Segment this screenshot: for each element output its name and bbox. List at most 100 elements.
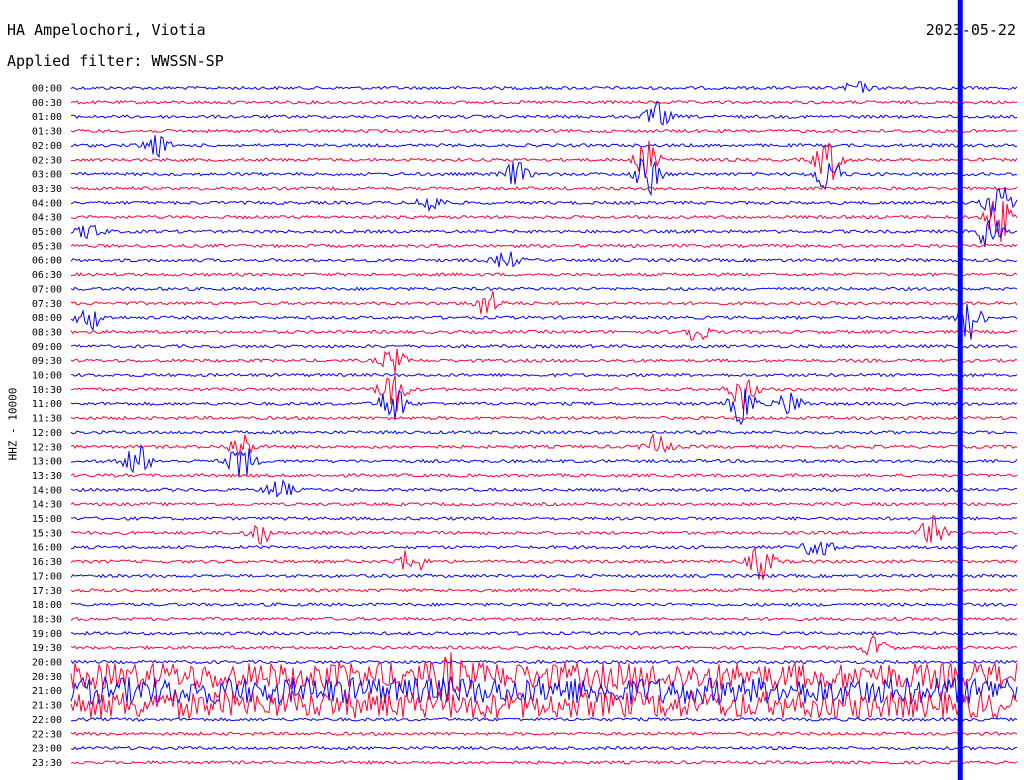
trace-line	[70, 731, 1018, 737]
trace-group	[70, 81, 1018, 765]
trace-line	[70, 432, 1018, 458]
tick-label: 12:00	[32, 428, 62, 439]
trace-line	[70, 616, 1018, 622]
tick-label: 05:00	[32, 227, 62, 238]
tick-label: 22:30	[32, 729, 62, 740]
tick-label: 15:00	[32, 514, 62, 525]
trace-line	[70, 81, 1018, 93]
tick-label: 20:00	[32, 658, 62, 669]
tick-label: 20:30	[32, 672, 62, 683]
trace-line	[70, 689, 1018, 721]
tick-label: 10:00	[32, 371, 62, 382]
tick-label: 17:30	[32, 586, 62, 597]
trace-line	[70, 514, 1018, 546]
trace-line	[70, 348, 1018, 373]
tick-label: 06:00	[32, 256, 62, 267]
tick-label: 16:30	[32, 557, 62, 568]
date-label: 2023-05-22	[925, 21, 1016, 39]
tick-label: 06:30	[32, 270, 62, 281]
trace-line	[70, 135, 1018, 159]
trace-line	[70, 186, 1018, 191]
filter-label: Applied filter: WWSSN-SP	[7, 52, 224, 70]
tick-label: 13:30	[32, 471, 62, 482]
tick-label: 08:30	[32, 327, 62, 338]
tick-label: 07:00	[32, 284, 62, 295]
tick-label: 03:00	[32, 170, 62, 181]
trace-line	[70, 443, 1018, 478]
tick-label: 21:30	[32, 701, 62, 712]
tick-label: 23:30	[32, 758, 62, 769]
tick-label: 11:30	[32, 414, 62, 425]
trace-line	[70, 573, 1018, 579]
trace-line	[70, 501, 1018, 507]
tick-label: 21:00	[32, 686, 62, 697]
trace-line	[70, 343, 1018, 349]
trace-line	[70, 290, 1018, 315]
tick-label: 11:00	[32, 399, 62, 410]
tick-label: 02:30	[32, 155, 62, 166]
trace-line	[70, 516, 1018, 521]
trace-line	[70, 473, 1018, 478]
trace-line	[70, 479, 1018, 499]
trace-line	[70, 659, 1018, 665]
trace-line	[70, 630, 1018, 636]
tick-label: 02:00	[32, 141, 62, 152]
trace-line	[70, 327, 1018, 341]
trace-line	[70, 675, 1018, 707]
trace-line	[70, 415, 1018, 421]
trace-line	[70, 602, 1018, 607]
trace-line	[70, 375, 1018, 412]
trace-line	[70, 219, 1018, 248]
tick-label: 09:00	[32, 342, 62, 353]
tick-label: 18:30	[32, 614, 62, 625]
tick-label: 00:30	[32, 98, 62, 109]
trace-line	[70, 272, 1018, 277]
trace-line	[70, 251, 1018, 268]
tick-label: 04:00	[32, 198, 62, 209]
trace-line	[70, 101, 1018, 126]
trace-line	[70, 128, 1018, 134]
trace-line	[70, 157, 1018, 197]
trace-line	[70, 635, 1018, 657]
tick-label: 09:30	[32, 356, 62, 367]
tick-label: 04:30	[32, 213, 62, 224]
trace-line	[70, 372, 1018, 378]
tick-label: 23:00	[32, 744, 62, 755]
trace-line	[70, 243, 1018, 249]
tick-label: 03:30	[32, 184, 62, 195]
trace-line	[70, 187, 1018, 218]
trace-line	[70, 546, 1018, 580]
trace-line	[70, 303, 1018, 340]
trace-line	[70, 540, 1018, 556]
tick-label: 00:00	[32, 84, 62, 95]
tick-label: 05:30	[32, 241, 62, 252]
tick-label: 01:30	[32, 127, 62, 138]
tick-label: 17:00	[32, 571, 62, 582]
tick-label: 19:30	[32, 643, 62, 654]
trace-line	[70, 200, 1018, 243]
tick-label: 07:30	[32, 299, 62, 310]
tick-label: 14:30	[32, 500, 62, 511]
tick-label: 01:00	[32, 112, 62, 123]
trace-line	[70, 388, 1018, 426]
trace-line	[70, 99, 1018, 105]
tick-label: 13:00	[32, 457, 62, 468]
tick-label: 08:00	[32, 313, 62, 324]
trace-line	[70, 717, 1018, 722]
tick-label: 22:00	[32, 715, 62, 726]
tick-label: 12:30	[32, 442, 62, 453]
trace-line	[70, 286, 1018, 292]
trace-line	[70, 140, 1018, 181]
tick-label: 15:30	[32, 528, 62, 539]
trace-line	[70, 745, 1018, 751]
tick-label: 19:00	[32, 629, 62, 640]
tick-label: 18:00	[32, 600, 62, 611]
tick-label: 14:00	[32, 485, 62, 496]
station-title: HA Ampelochori, Viotia	[7, 21, 206, 39]
trace-line	[70, 430, 1018, 435]
tick-label-group: 00:00 00:30 01:00 01:30 02:00 02:30 03:00 03:30…	[32, 84, 62, 769]
tick-label: 10:30	[32, 385, 62, 396]
trace-line	[70, 587, 1018, 593]
tick-label: 16:00	[32, 543, 62, 554]
